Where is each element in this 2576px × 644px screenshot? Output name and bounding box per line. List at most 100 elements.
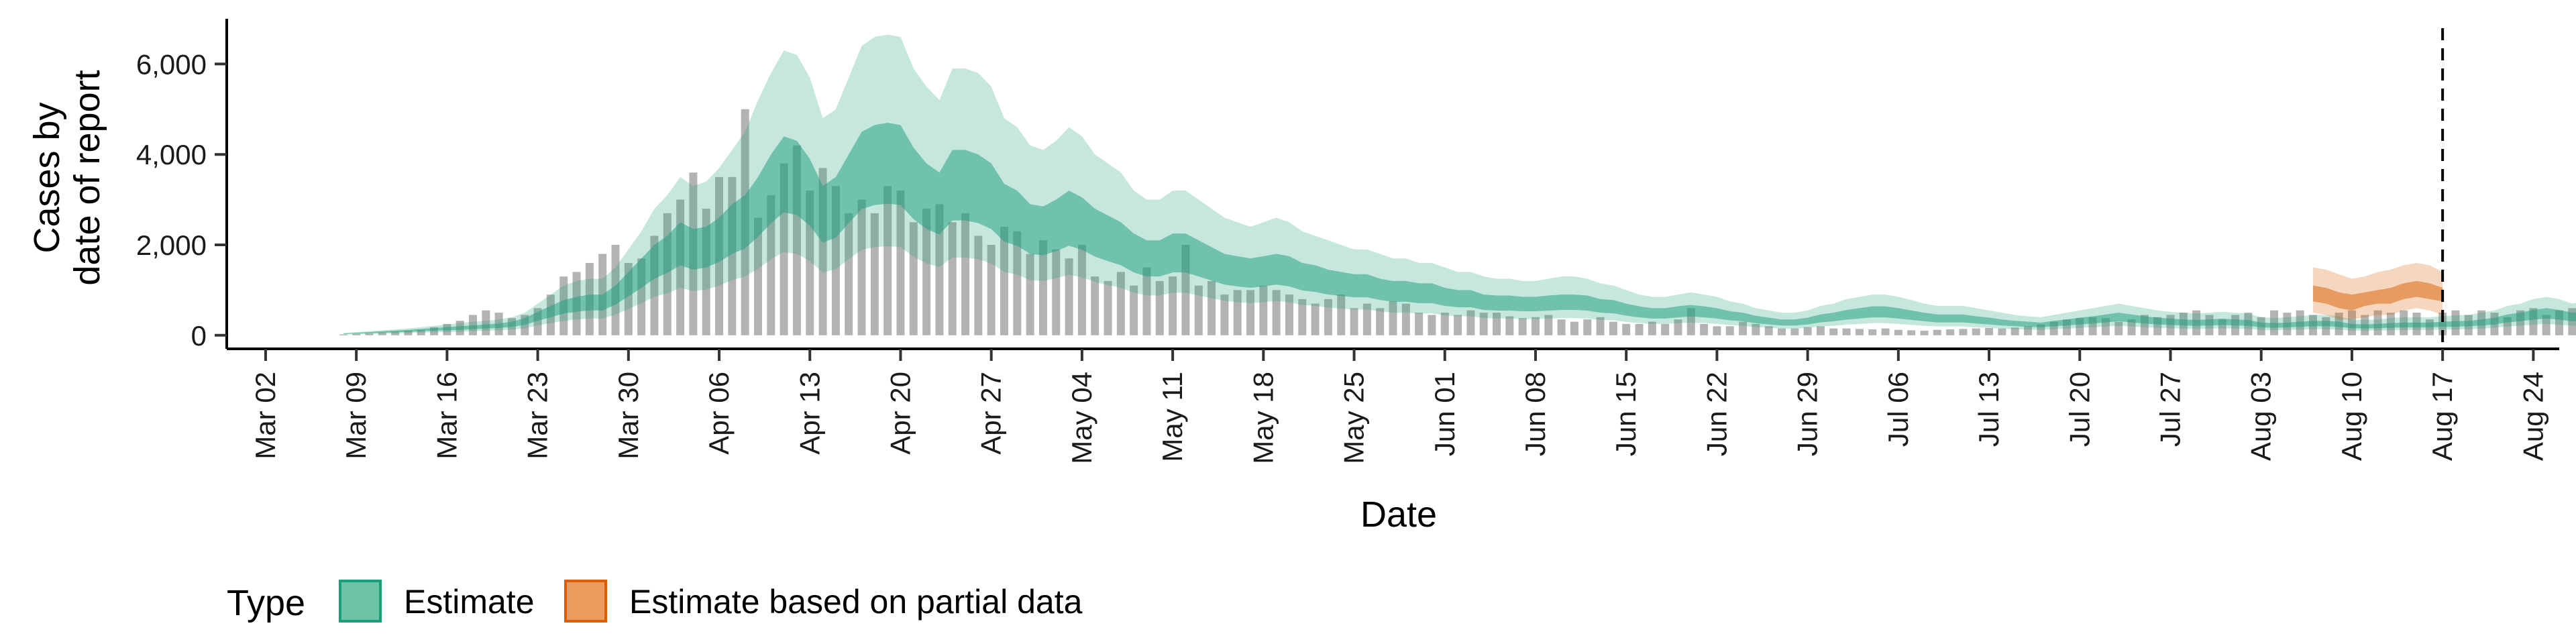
observed-bar <box>754 217 762 335</box>
observed-bar <box>2024 326 2033 335</box>
x-tick-label: Aug 17 <box>2426 372 2458 461</box>
observed-bar <box>2270 310 2279 335</box>
observed-bar <box>806 191 814 335</box>
observed-bar <box>1065 258 1073 335</box>
observed-bar <box>792 145 801 335</box>
observed-bar <box>1493 313 1501 335</box>
observed-bar <box>1233 290 1242 335</box>
observed-bar <box>2101 318 2110 335</box>
observed-bar <box>676 199 685 335</box>
y-axis-title: Cases by date of report <box>27 70 107 285</box>
observed-bar <box>1764 326 1773 335</box>
axes: 0 2,000 4,000 6,000 Mar 02 Mar 09 Mar 16 Mar 2… <box>136 19 2559 464</box>
observed-bar <box>1337 294 1346 335</box>
observed-bar <box>974 235 983 335</box>
x-tick-label: Apr 20 <box>884 372 916 455</box>
y-axis-title-line-1: Cases by <box>27 102 67 253</box>
observed-bar <box>2555 310 2563 335</box>
observed-bar <box>1376 308 1385 335</box>
observed-bar <box>1362 303 1371 335</box>
observed-bar <box>1428 315 1436 335</box>
observed-bar <box>1130 285 1138 335</box>
x-tick-label: Jul 27 <box>2155 372 2186 447</box>
observed-bar <box>1790 328 1799 335</box>
observed-bar <box>1725 326 1734 335</box>
observed-bar <box>1532 317 1540 335</box>
observed-bar <box>1479 313 1488 335</box>
observed-bar <box>1272 290 1281 335</box>
observed-bar <box>1570 321 1578 335</box>
observed-bar <box>2076 318 2084 335</box>
observed-bar <box>1583 319 1592 335</box>
x-tick-label: May 04 <box>1066 372 1097 464</box>
x-tick-label: Apr 27 <box>975 372 1007 455</box>
x-axis-title: Date <box>1360 494 1437 535</box>
observed-bar <box>1868 329 1877 335</box>
observed-bar <box>818 168 827 335</box>
observed-bar <box>961 213 970 335</box>
observed-bar <box>1505 316 1514 335</box>
observed-bar <box>1778 328 1786 335</box>
observed-bar <box>1350 308 1358 335</box>
observed-bar <box>1142 267 1151 335</box>
observed-bar <box>883 186 892 335</box>
x-tick-label: Aug 03 <box>2245 372 2277 461</box>
observed-bar <box>1181 244 1190 335</box>
observed-bar <box>987 244 996 335</box>
observed-bar <box>482 310 490 335</box>
observed-bar <box>1700 323 1709 335</box>
x-tick-label: Jun 22 <box>1701 372 1732 456</box>
observed-bar <box>1415 313 1424 335</box>
observed-bar <box>2153 317 2162 335</box>
partial-inner-band <box>2312 280 2443 311</box>
x-ticks: Mar 02 Mar 09 Mar 16 Mar 23 Mar 30 Apr 06 Apr … <box>250 349 2548 464</box>
observed-bar <box>378 332 386 335</box>
x-tick-label: Jul 20 <box>2063 372 2095 447</box>
observed-bar <box>352 333 361 335</box>
observed-bar <box>365 333 374 335</box>
observed-bar <box>1401 303 1410 335</box>
observed-bar <box>1933 329 1941 335</box>
observed-bar <box>896 191 905 335</box>
observed-bar <box>1544 315 1553 335</box>
observed-bar <box>1246 290 1255 335</box>
observed-bar <box>767 195 775 335</box>
observed-bar <box>1998 328 2006 335</box>
observed-bar <box>1220 294 1229 335</box>
y-axis-title-line-2: date of report <box>67 70 107 285</box>
observed-bar <box>1739 321 1748 335</box>
observed-bar <box>1920 331 1929 335</box>
x-tick-label: Aug 24 <box>2517 372 2548 461</box>
observed-bar <box>2010 327 2019 335</box>
observed-bar <box>1077 244 1086 335</box>
x-tick-label: Apr 06 <box>703 372 735 455</box>
observed-bar <box>1816 326 1825 335</box>
observed-bar <box>1985 328 1994 335</box>
observed-bar <box>1609 321 1617 335</box>
observed-bar <box>1518 318 1527 335</box>
observed-bar <box>702 209 710 335</box>
x-tick-label: Jul 13 <box>1973 372 2004 447</box>
y-tick-label: 6,000 <box>136 48 207 80</box>
observed-bar <box>831 186 840 335</box>
observed-bar <box>2140 315 2149 335</box>
observed-bar <box>1324 299 1332 335</box>
observed-bar <box>935 204 944 335</box>
observed-bar <box>1907 330 1916 335</box>
observed-bar <box>1311 303 1320 335</box>
observed-bar <box>2503 317 2512 335</box>
observed-bar <box>2529 308 2538 335</box>
observed-bar <box>1000 227 1008 335</box>
observed-bar <box>521 315 529 335</box>
observed-bar <box>650 235 659 335</box>
observed-bar <box>1052 249 1061 335</box>
observed-bar <box>1894 329 1902 335</box>
observed-bar <box>2037 324 2045 335</box>
estimate-inner-band <box>343 123 2576 334</box>
observed-bar <box>1013 231 1022 335</box>
observed-bar <box>663 213 672 335</box>
observed-bar <box>1091 276 1099 335</box>
x-tick-label: Jun 08 <box>1519 372 1551 456</box>
observed-bar <box>1829 328 1838 335</box>
